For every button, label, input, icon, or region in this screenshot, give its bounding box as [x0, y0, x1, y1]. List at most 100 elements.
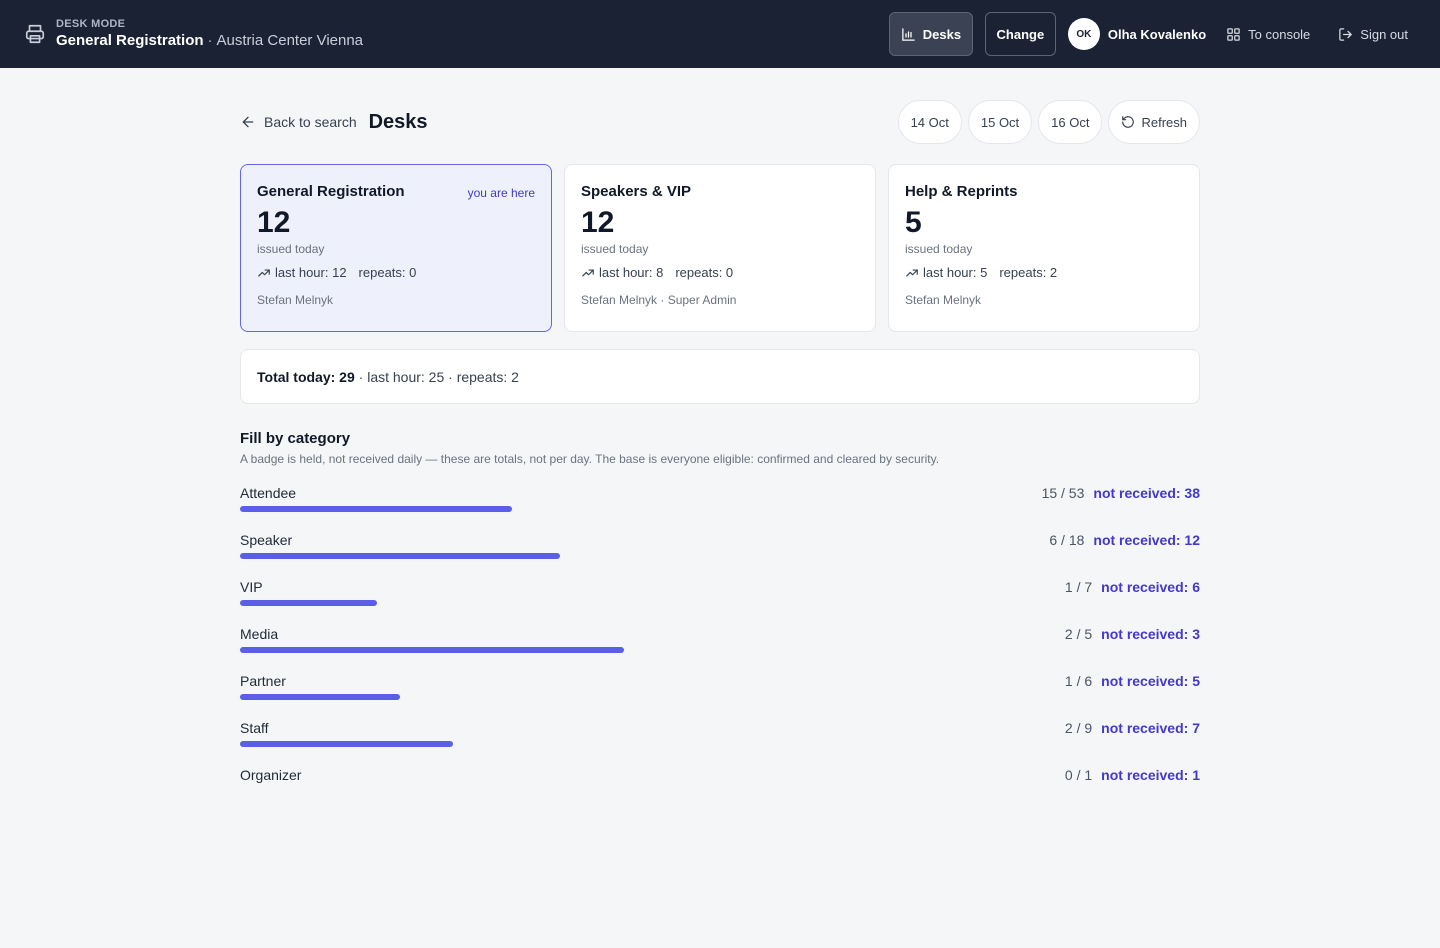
category-name: Media — [240, 626, 279, 642]
issued-label: issued today — [581, 242, 649, 256]
date-actions: 14 Oct 15 Oct 16 Oct Refresh — [897, 100, 1200, 144]
avatar: OK — [1067, 18, 1100, 50]
category-name: Staff — [240, 720, 269, 736]
category-name: VIP — [240, 579, 263, 595]
desk-stats: last hour: 8 repeats: 0 — [581, 265, 859, 280]
top-bar: DESK MODE General Registration · Austria C… — [0, 0, 1440, 68]
issued-count: 12 — [257, 206, 291, 239]
desk-card-speakers-vip[interactable]: Speakers & VIP 12 issued today last hour… — [564, 164, 876, 332]
grid-icon — [1226, 27, 1241, 42]
to-console-label: To console — [1248, 26, 1311, 42]
category-counts: 2 / 9 not received: 7 — [1065, 720, 1200, 736]
category-ratio: 1 / 6 — [1064, 673, 1093, 689]
category-ratio: 2 / 5 — [1064, 626, 1093, 642]
last-hour-stat: last hour: 12 — [275, 265, 347, 280]
issued-label: issued today — [905, 242, 973, 256]
repeats-stat: repeats: 2 — [999, 265, 1058, 280]
category-counts: 15 / 53 not received: 38 — [1042, 485, 1200, 501]
desk-staff: Stefan Melnyk · Super Admin — [581, 293, 737, 307]
date-pill-16-oct[interactable]: 16 Oct — [1038, 100, 1103, 144]
category-row: Speaker 6 / 18 not received: 12 — [240, 527, 1200, 574]
sign-out-link[interactable]: Sign out — [1338, 27, 1408, 42]
trending-up-icon — [581, 266, 595, 280]
printer-icon — [24, 23, 46, 45]
not-received-link[interactable]: not received: 1 — [1101, 767, 1200, 783]
desk-staff: Stefan Melnyk — [905, 293, 982, 307]
page-header: Back to search Desks 14 Oct 15 Oct 16 Oc… — [240, 68, 1200, 176]
total-rest: · last hour: 25 · repeats: 2 — [354, 368, 519, 385]
category-counts: 0 / 1 not received: 1 — [1065, 767, 1200, 783]
refresh-icon — [1121, 115, 1135, 129]
total-summary: Total today: 29 · last hour: 25 · repeat… — [240, 349, 1200, 404]
sign-out-icon — [1338, 27, 1353, 42]
category-row: Partner 1 / 6 not received: 5 — [240, 668, 1200, 715]
category-name: Partner — [240, 673, 286, 689]
venue-name: Austria Center Vienna — [216, 32, 364, 49]
mode-label: DESK MODE — [56, 18, 126, 30]
category-ratio: 1 / 7 — [1064, 579, 1093, 595]
user-name: Olha Kovalenko — [1107, 26, 1207, 42]
you-are-here-badge: you are here — [467, 186, 535, 200]
date-pill-14-oct[interactable]: 14 Oct — [897, 100, 962, 144]
desks-button-label: Desks — [922, 26, 962, 42]
fill-by-category-description: A badge is held, not received daily — th… — [240, 452, 940, 466]
to-console-link[interactable]: To console — [1226, 27, 1310, 42]
category-counts: 1 / 7 not received: 6 — [1065, 579, 1200, 595]
not-received-link[interactable]: not received: 5 — [1101, 673, 1200, 689]
desk-card-title: Help & Reprints — [905, 183, 1018, 200]
desks-button[interactable]: Desks — [888, 12, 973, 56]
desk-stats: last hour: 5 repeats: 2 — [905, 265, 1183, 280]
refresh-button[interactable]: Refresh — [1108, 100, 1200, 144]
refresh-label: Refresh — [1141, 114, 1187, 130]
category-row: Attendee 15 / 53 not received: 38 — [240, 480, 1200, 527]
category-ratio: 15 / 53 — [1041, 485, 1085, 501]
last-hour-stat: last hour: 8 — [599, 265, 664, 280]
not-received-link[interactable]: not received: 6 — [1101, 579, 1200, 595]
date-pill-15-oct[interactable]: 15 Oct — [967, 100, 1033, 144]
total-today: Total today: 29 — [257, 368, 355, 385]
category-fill-bar — [240, 647, 624, 653]
category-row: Organizer 0 / 1 not received: 1 — [240, 762, 1200, 809]
repeats-stat: repeats: 0 — [675, 265, 734, 280]
sign-out-label: Sign out — [1360, 26, 1408, 42]
category-fill-bar — [240, 600, 377, 606]
category-counts: 2 / 5 not received: 3 — [1065, 626, 1200, 642]
category-ratio: 0 / 1 — [1064, 767, 1093, 783]
issued-count: 5 — [905, 206, 922, 239]
category-row: VIP 1 / 7 not received: 6 — [240, 574, 1200, 621]
user-menu[interactable]: OK Olha Kovalenko — [1067, 18, 1207, 50]
trending-up-icon — [905, 266, 919, 280]
back-to-search-link[interactable]: Back to search — [240, 114, 357, 130]
desk-location: General Registration · Austria Center Vien… — [56, 31, 363, 51]
category-fill-bar — [240, 553, 560, 559]
brand-separator: · — [207, 32, 213, 49]
desk-brand: DESK MODE General Registration · Austria C… — [56, 17, 363, 51]
desk-stats: last hour: 12 repeats: 0 — [257, 265, 535, 280]
category-list: Attendee 15 / 53 not received: 38 Speaker 6 … — [240, 480, 1200, 809]
repeats-stat: repeats: 0 — [358, 265, 417, 280]
category-ratio: 6 / 18 — [1049, 532, 1085, 548]
not-received-link[interactable]: not received: 3 — [1101, 626, 1200, 642]
desk-card-help-reprints[interactable]: Help & Reprints 5 issued today last hour… — [888, 164, 1200, 332]
desk-card-general-registration[interactable]: General Registration you are here 12 iss… — [240, 164, 552, 332]
category-counts: 1 / 6 not received: 5 — [1065, 673, 1200, 689]
not-received-link[interactable]: not received: 38 — [1093, 485, 1200, 501]
category-name: Attendee — [240, 485, 297, 501]
last-hour-stat: last hour: 5 — [923, 265, 988, 280]
category-fill-bar — [240, 506, 512, 512]
page-title: Desks — [368, 110, 428, 133]
category-counts: 6 / 18 not received: 12 — [1049, 532, 1200, 548]
desk-card-title: Speakers & VIP — [581, 183, 692, 200]
category-row: Staff 2 / 9 not received: 7 — [240, 715, 1200, 762]
change-button[interactable]: Change — [984, 12, 1056, 56]
desk-cards: General Registration you are here 12 iss… — [240, 164, 1200, 332]
desk-staff: Stefan Melnyk — [257, 293, 334, 307]
not-received-link[interactable]: not received: 12 — [1093, 532, 1200, 548]
category-name: Organizer — [240, 767, 302, 783]
category-row: Media 2 / 5 not received: 3 — [240, 621, 1200, 668]
arrow-left-icon — [240, 114, 256, 130]
category-fill-bar — [240, 694, 400, 700]
not-received-link[interactable]: not received: 7 — [1101, 720, 1200, 736]
category-ratio: 2 / 9 — [1064, 720, 1093, 736]
category-name: Speaker — [240, 532, 293, 548]
